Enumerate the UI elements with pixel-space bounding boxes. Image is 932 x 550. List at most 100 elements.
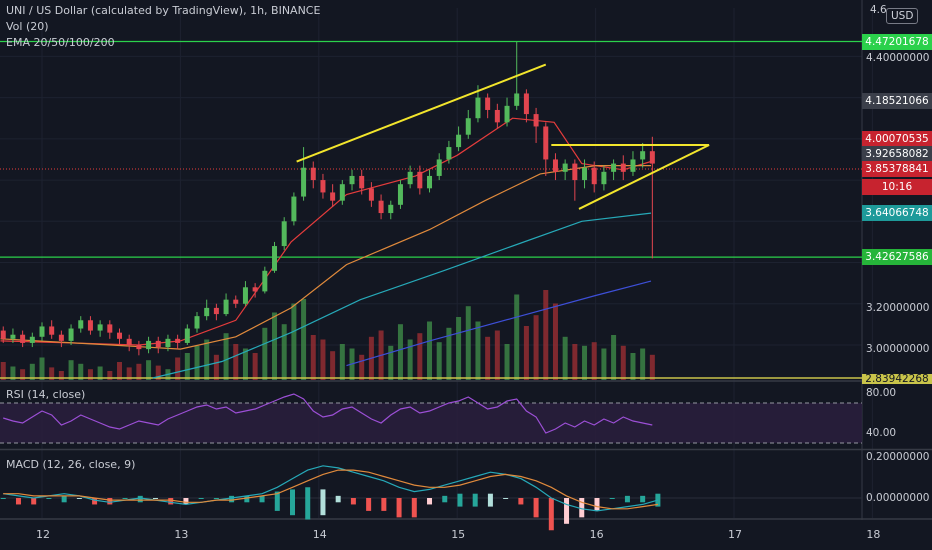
countdown-label: 10:16 xyxy=(862,179,932,196)
volume-bar xyxy=(175,357,181,380)
macd-histogram-bar xyxy=(31,498,37,505)
volume-bar xyxy=(417,333,423,380)
volume-bar xyxy=(640,348,646,380)
volume-bar xyxy=(126,367,132,380)
candle-body xyxy=(97,324,103,331)
ema-20-line xyxy=(0,117,652,346)
price-label: 3.85378841 xyxy=(862,161,932,177)
macd-histogram-bar xyxy=(350,498,356,505)
x-tick: 16 xyxy=(589,528,604,541)
currency-button[interactable]: USD xyxy=(886,8,919,24)
volume-bar xyxy=(427,321,433,380)
candle-body xyxy=(39,326,45,337)
volume-bar xyxy=(359,354,365,380)
macd-histogram-bar xyxy=(244,495,250,503)
macd-histogram-bar xyxy=(320,489,326,516)
volume-bar xyxy=(194,345,200,380)
volume-bar xyxy=(0,362,6,380)
volume-bar xyxy=(233,344,239,380)
candle-body xyxy=(649,151,655,164)
volume-bar xyxy=(562,336,568,380)
volume-bar xyxy=(213,354,219,380)
price-label: 3.92658082 xyxy=(862,146,932,162)
volume-bar xyxy=(456,317,462,380)
candle-body xyxy=(620,163,626,172)
volume-bar xyxy=(601,348,607,380)
candle-body xyxy=(601,171,607,185)
candle-body xyxy=(146,340,152,350)
candle-body xyxy=(591,167,597,185)
ema-50-line xyxy=(0,165,651,350)
macd-signal-line xyxy=(3,469,658,510)
macd-histogram-bar xyxy=(518,498,524,505)
rsi-line xyxy=(3,393,653,434)
macd-histogram-bar xyxy=(487,493,493,507)
macd-histogram-bar xyxy=(548,498,554,531)
volume-bar xyxy=(446,327,452,380)
volume-bar xyxy=(155,365,161,380)
price-label: 4.00070535 xyxy=(862,130,932,147)
candle-body xyxy=(397,184,403,205)
macd-histogram-bar xyxy=(472,493,478,507)
macd-histogram-bar xyxy=(76,498,82,499)
volume-bar xyxy=(97,366,103,380)
volume-bar xyxy=(58,371,64,380)
volume-bar xyxy=(475,321,481,380)
volume-bar xyxy=(552,303,558,380)
price-tick: 4.40000000 xyxy=(866,52,930,64)
macd-histogram-bar xyxy=(213,498,219,499)
candle-body xyxy=(204,307,210,317)
volume-bar xyxy=(29,363,35,380)
volume-bar xyxy=(591,342,597,380)
volume-bar xyxy=(339,344,345,380)
volume-bar xyxy=(68,360,74,380)
candle-body xyxy=(291,196,297,222)
candle-body xyxy=(155,340,161,348)
volume-bar xyxy=(87,369,93,380)
volume-bar xyxy=(291,303,297,380)
price-label: 4.47201678 xyxy=(862,33,932,50)
candle-body xyxy=(388,204,394,214)
candle-body xyxy=(68,328,74,341)
candle-body xyxy=(272,246,278,271)
macd-histogram-bar xyxy=(137,495,143,503)
candle-body xyxy=(310,167,316,181)
macd-tick: 0.00000000 xyxy=(866,492,930,504)
price-tick: 3.20000000 xyxy=(866,302,930,314)
price-label: 3.42627586 xyxy=(862,249,932,266)
price-tick: 3.00000000 xyxy=(866,343,930,355)
candle-body xyxy=(562,163,568,172)
macd-tick: 0.20000000 xyxy=(866,451,930,463)
ema-100-line xyxy=(152,212,652,379)
candle-body xyxy=(49,326,55,335)
volume-bar xyxy=(611,335,617,380)
volume-bar xyxy=(504,344,510,380)
x-tick: 14 xyxy=(312,528,327,541)
macd-legend: MACD (12, 26, close, 9) xyxy=(6,458,136,471)
volume-bar xyxy=(582,345,588,380)
volume-bar xyxy=(436,342,442,380)
macd-histogram-bar xyxy=(107,498,113,505)
candle-body xyxy=(252,287,258,292)
macd-histogram-bar xyxy=(396,498,402,518)
macd-histogram-bar xyxy=(183,498,189,505)
candle-body xyxy=(213,307,219,315)
volume-bar xyxy=(494,330,500,380)
volume-bar xyxy=(407,339,413,380)
macd-histogram-bar xyxy=(274,491,280,511)
candle-body xyxy=(523,93,529,115)
x-tick: 13 xyxy=(174,528,189,541)
volume-bar xyxy=(281,324,287,380)
macd-histogram-bar xyxy=(579,498,585,518)
macd-histogram-bar xyxy=(457,493,463,507)
volume-bar xyxy=(262,327,268,380)
volume-bar xyxy=(252,353,258,380)
macd-histogram-bar xyxy=(609,498,615,499)
volume-bar xyxy=(330,351,336,380)
candle-body xyxy=(301,167,307,197)
chart-title: UNI / US Dollar (calculated by TradingVi… xyxy=(6,4,321,17)
candle-body xyxy=(117,332,123,339)
candle-body xyxy=(223,299,229,315)
